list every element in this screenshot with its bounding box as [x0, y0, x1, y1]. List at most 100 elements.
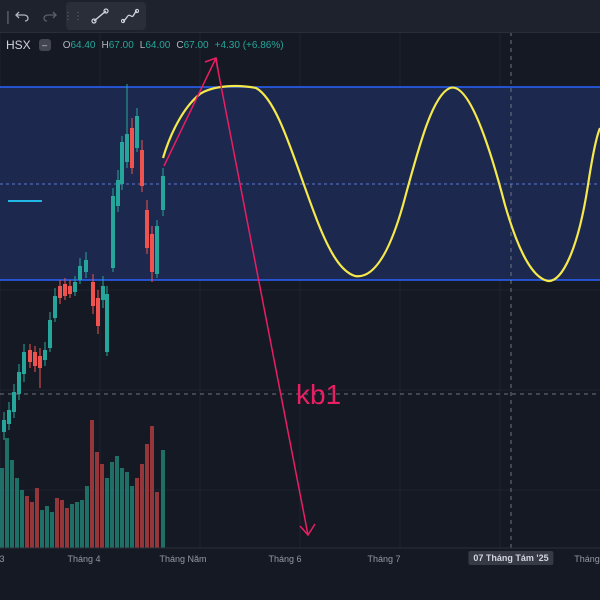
candle-body [2, 420, 6, 432]
volume-bar [55, 498, 59, 548]
candle-body [78, 266, 82, 280]
candle-body [33, 352, 37, 366]
volume-bar [40, 510, 44, 548]
volume-bar [50, 512, 54, 548]
candlesticks [2, 84, 165, 440]
candle-body [140, 150, 144, 186]
close-value: 67.00 [183, 39, 209, 51]
candle-body [17, 372, 21, 394]
exchange-label[interactable]: HSX [6, 38, 31, 52]
candle-body [28, 350, 32, 362]
candle-body [145, 210, 149, 248]
close-key: C [176, 39, 184, 51]
volume-bar [161, 450, 165, 548]
candle-body [105, 294, 109, 352]
path-tool-icon [121, 8, 139, 24]
x-tick-label: Tháng Năm [159, 554, 207, 564]
volume-bar [80, 500, 84, 548]
volume-bars [0, 420, 165, 548]
volume-bar [105, 478, 109, 548]
volume-bar [120, 468, 124, 548]
volume-bar [35, 488, 39, 548]
drawing-toolbar: | ⋮⋮ [0, 0, 600, 33]
high-key: H [101, 39, 109, 51]
redo-button[interactable] [38, 4, 62, 28]
volume-bar [145, 444, 149, 548]
candle-body [130, 128, 134, 168]
candle-body [150, 234, 154, 272]
volume-bar [110, 462, 114, 548]
collapse-legend-button[interactable]: – [38, 39, 51, 51]
volume-bar [125, 472, 129, 548]
candle-body [58, 286, 62, 298]
candle-body [120, 142, 124, 184]
arrow-down-head [299, 523, 316, 537]
open-value: 64.40 [70, 39, 96, 51]
crosshair-date-label: 07 Tháng Tám '25 [468, 551, 554, 565]
volume-bar [60, 500, 64, 548]
redo-icon [43, 11, 57, 22]
arrow-down-line[interactable] [215, 59, 309, 536]
toolbar-edge-separator: | [6, 8, 10, 24]
sine-wave-drawing[interactable] [161, 84, 600, 283]
volume-bar [70, 504, 74, 548]
candle-body [101, 286, 105, 300]
volume-bar [10, 460, 14, 548]
candle-body [73, 282, 77, 292]
candle-body [43, 350, 47, 360]
volume-bar [100, 464, 104, 548]
volume-bar [30, 502, 34, 548]
volume-bar [20, 490, 24, 548]
volume-bar [75, 502, 79, 548]
volume-bar [130, 486, 134, 548]
candle-body [125, 134, 129, 162]
undo-icon [15, 11, 29, 22]
trend-line-tool-button[interactable] [88, 4, 112, 28]
high-value: 67.00 [108, 39, 134, 51]
candle-body [48, 320, 52, 348]
volume-bar [140, 464, 144, 548]
candle-body [116, 180, 120, 206]
low-value: 64.00 [145, 39, 171, 51]
volume-bar [0, 468, 4, 548]
candle-body [12, 392, 16, 412]
x-tick-label: Tháng 4 [67, 554, 101, 564]
volume-bar [150, 426, 154, 548]
trend-line-icon [91, 8, 109, 24]
x-tick-label: 3 [0, 554, 5, 564]
candle-body [161, 176, 165, 210]
candle-body [7, 410, 11, 424]
candle-body [63, 284, 67, 296]
volume-bar [15, 478, 19, 548]
x-tick-label: Tháng 6 [268, 554, 302, 564]
volume-bar [85, 486, 89, 548]
volume-bar [115, 456, 119, 548]
candle-body [155, 226, 159, 274]
drawing-tools-group: ⋮⋮ [63, 2, 146, 30]
volume-bar [45, 506, 49, 548]
change-value: +4.30 (+6.86%) [214, 39, 284, 51]
candle-body [68, 286, 72, 294]
arrow-up-line[interactable] [163, 57, 217, 167]
low-key: L [139, 39, 146, 51]
candle-body [135, 116, 139, 148]
volume-bar [155, 492, 159, 548]
volume-bar [90, 420, 94, 548]
volume-bar [5, 438, 9, 548]
candle-body [91, 282, 95, 306]
candle-body [38, 356, 42, 368]
x-tick-label: Tháng 7 [367, 554, 401, 564]
volume-bar [25, 496, 29, 548]
candle-body [111, 196, 115, 268]
volume-bar [95, 452, 99, 548]
candle-body [53, 296, 57, 318]
volume-bar [135, 478, 139, 548]
kb1-text-annotation[interactable]: kb1 [296, 379, 342, 410]
drag-handle-icon[interactable]: ⋮⋮ [63, 10, 83, 22]
x-tick-label: Tháng [574, 554, 600, 564]
time-axis[interactable]: 3 Tháng 4 Tháng Năm Tháng 6 Tháng 7 07 T… [0, 548, 600, 570]
volume-bar [65, 508, 69, 548]
path-tool-button[interactable] [118, 4, 142, 28]
undo-button[interactable] [10, 4, 34, 28]
